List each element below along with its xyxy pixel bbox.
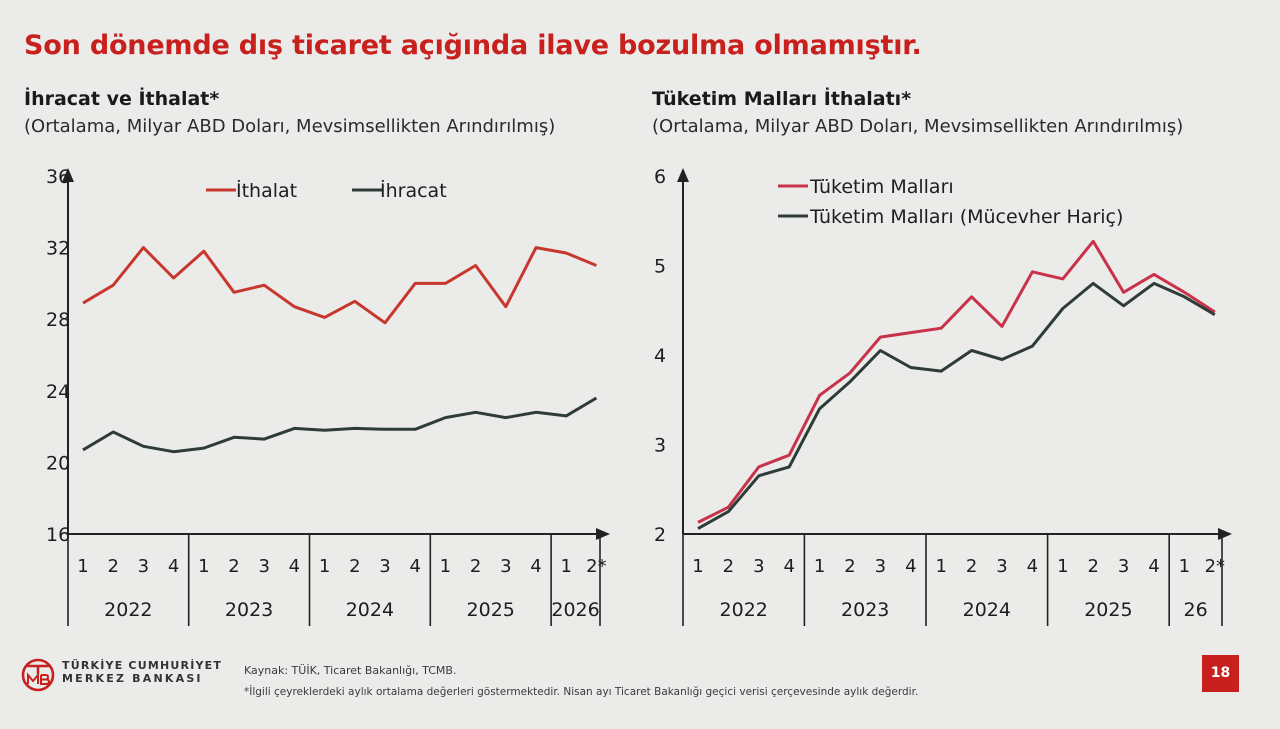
x-tick-label: 3 bbox=[753, 556, 764, 577]
x-tick-label: 4 bbox=[905, 556, 916, 577]
x-tick-label: 1 bbox=[440, 556, 451, 577]
y-tick-label: 5 bbox=[654, 256, 666, 278]
x-tick-label: 4 bbox=[289, 556, 300, 577]
x-tick-label: 2* bbox=[1205, 556, 1225, 577]
x-axis-arrow bbox=[596, 528, 610, 540]
year-label: 2022 bbox=[720, 599, 768, 621]
y-tick-label: 28 bbox=[46, 309, 70, 331]
y-axis-arrow bbox=[677, 168, 689, 182]
y-tick-label: 24 bbox=[46, 381, 70, 403]
bank-name-line1: TÜRKİYE CUMHURİYET bbox=[62, 659, 223, 672]
footnote: *İlgili çeyreklerdeki aylık ortalama değ… bbox=[244, 686, 919, 698]
x-tick-label: 4 bbox=[783, 556, 794, 577]
x-tick-label: 1 bbox=[77, 556, 88, 577]
x-tick-label: 3 bbox=[1118, 556, 1129, 577]
x-tick-label: 2 bbox=[1087, 556, 1098, 577]
series-line bbox=[82, 246, 597, 325]
x-tick-label: 4 bbox=[168, 556, 179, 577]
legend-label: İthalat bbox=[236, 179, 297, 202]
y-axis-arrow bbox=[62, 168, 74, 182]
x-tick-label: 3 bbox=[379, 556, 390, 577]
year-label: 2022 bbox=[104, 599, 152, 621]
bank-name: TÜRKİYE CUMHURİYET MERKEZ BANKASI bbox=[62, 659, 222, 685]
year-label: 2024 bbox=[346, 599, 394, 621]
y-tick-label: 32 bbox=[46, 238, 70, 260]
year-label: 2023 bbox=[225, 599, 273, 621]
x-tick-label: 3 bbox=[138, 556, 149, 577]
source-note: Kaynak: TÜİK, Ticaret Bakanlığı, TCMB. bbox=[244, 664, 457, 677]
y-tick-label: 16 bbox=[46, 524, 70, 546]
year-label: 2026 bbox=[551, 599, 599, 621]
x-tick-label: 4 bbox=[409, 556, 420, 577]
x-tick-label: 2 bbox=[470, 556, 481, 577]
legend-label: İhracat bbox=[380, 179, 447, 202]
x-tick-label: 3 bbox=[875, 556, 886, 577]
right-chart-title: Tüketim Malları İthalatı* bbox=[652, 88, 912, 110]
y-tick-label: 6 bbox=[654, 166, 666, 188]
right-chart-subtitle: (Ortalama, Milyar ABD Doları, Mevsimsell… bbox=[652, 116, 1184, 137]
x-tick-label: 4 bbox=[1148, 556, 1159, 577]
x-tick-label: 3 bbox=[500, 556, 511, 577]
year-label: 2024 bbox=[963, 599, 1011, 621]
year-label: 2025 bbox=[467, 599, 515, 621]
x-tick-label: 3 bbox=[258, 556, 269, 577]
x-tick-label: 4 bbox=[530, 556, 541, 577]
y-tick-label: 3 bbox=[654, 435, 666, 457]
y-tick-label: 4 bbox=[654, 345, 666, 367]
y-tick-label: 20 bbox=[46, 452, 70, 474]
page-number: 18 bbox=[1202, 655, 1239, 692]
x-tick-label: 2 bbox=[349, 556, 360, 577]
x-tick-label: 2 bbox=[723, 556, 734, 577]
x-tick-label: 2 bbox=[107, 556, 118, 577]
tcmb-logo-icon bbox=[21, 658, 55, 692]
slide-title: Son dönemde dış ticaret açığında ilave b… bbox=[24, 30, 922, 61]
x-tick-label: 3 bbox=[996, 556, 1007, 577]
x-tick-label: 2 bbox=[844, 556, 855, 577]
x-tick-label: 1 bbox=[560, 556, 571, 577]
y-tick-label: 2 bbox=[654, 524, 666, 546]
legend-label: Tüketim Malları (Mücevher Hariç) bbox=[809, 206, 1123, 228]
x-tick-label: 1 bbox=[692, 556, 703, 577]
legend-label: Tüketim Malları bbox=[809, 176, 954, 198]
series-line bbox=[82, 396, 598, 454]
series-line bbox=[697, 281, 1216, 530]
year-label: 2025 bbox=[1084, 599, 1132, 621]
x-tick-label: 1 bbox=[1179, 556, 1190, 577]
x-tick-label: 2 bbox=[228, 556, 239, 577]
bank-name-line2: MERKEZ BANKASI bbox=[62, 672, 203, 685]
x-axis-arrow bbox=[1218, 528, 1232, 540]
x-tick-label: 1 bbox=[198, 556, 209, 577]
x-tick-label: 1 bbox=[814, 556, 825, 577]
x-tick-label: 4 bbox=[1027, 556, 1038, 577]
x-tick-label: 1 bbox=[935, 556, 946, 577]
y-tick-label: 36 bbox=[46, 166, 70, 188]
x-tick-label: 2* bbox=[586, 556, 606, 577]
x-tick-label: 1 bbox=[319, 556, 330, 577]
year-label: 26 bbox=[1184, 599, 1208, 621]
left-chart-subtitle: (Ortalama, Milyar ABD Doları, Mevsimsell… bbox=[24, 116, 556, 137]
left-chart-title: İhracat ve İthalat* bbox=[24, 88, 220, 110]
series-line bbox=[697, 239, 1216, 524]
year-label: 2023 bbox=[841, 599, 889, 621]
x-tick-label: 1 bbox=[1057, 556, 1068, 577]
x-tick-label: 2 bbox=[966, 556, 977, 577]
